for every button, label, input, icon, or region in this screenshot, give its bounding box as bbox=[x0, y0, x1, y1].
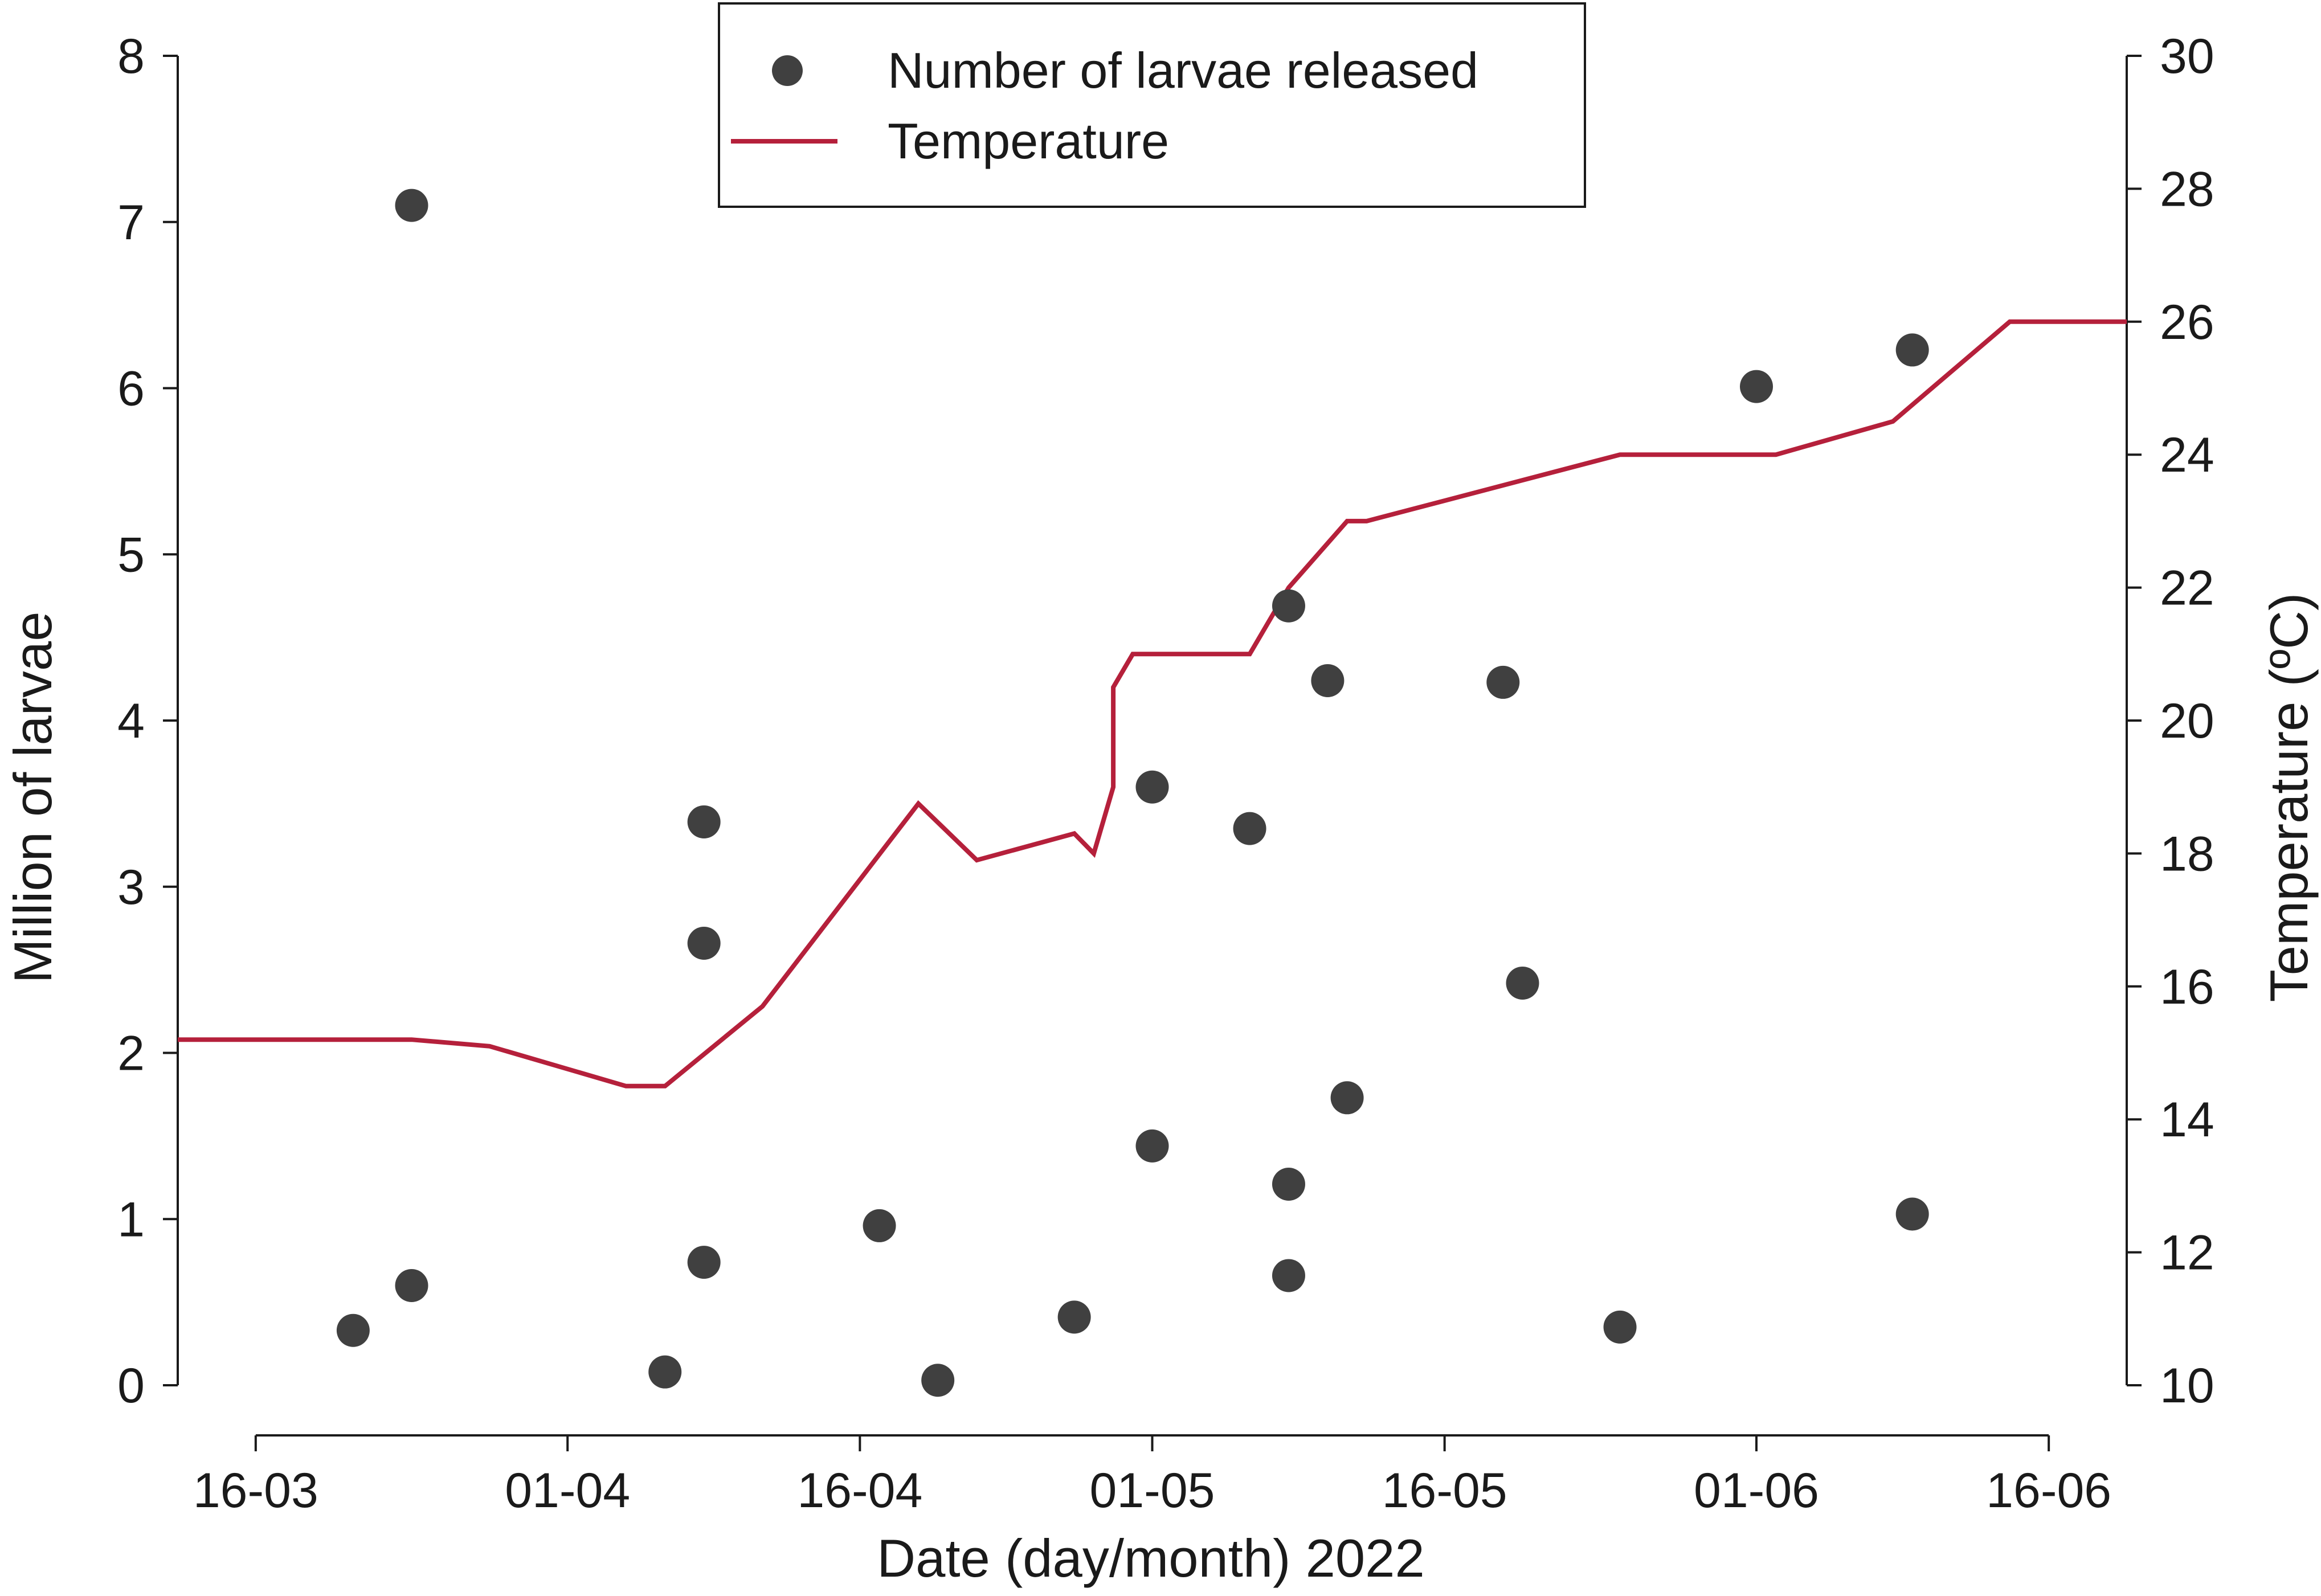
y-tick-label: 7 bbox=[117, 195, 145, 250]
legend-label-larvae: Number of larvae released bbox=[888, 42, 1478, 99]
larvae-point bbox=[1272, 589, 1305, 623]
larvae-point bbox=[1895, 333, 1929, 367]
larvae-point bbox=[1603, 1310, 1637, 1344]
y2-tick-label: 22 bbox=[2160, 561, 2214, 616]
x-tick-label: 01-04 bbox=[505, 1463, 630, 1518]
y2-tick-label: 12 bbox=[2160, 1226, 2214, 1280]
larvae-point bbox=[395, 189, 428, 222]
y2-tick-label: 16 bbox=[2160, 960, 2214, 1014]
x-tick-label: 16-03 bbox=[193, 1463, 318, 1518]
legend-box bbox=[718, 2, 1586, 208]
y2-tick-label: 20 bbox=[2160, 694, 2214, 748]
y2-tick-label: 26 bbox=[2160, 295, 2214, 350]
larvae-point bbox=[863, 1209, 896, 1242]
larvae-point bbox=[1330, 1081, 1364, 1115]
y-tick-label: 0 bbox=[117, 1358, 145, 1413]
larvae-point bbox=[1135, 1129, 1169, 1163]
points-layer bbox=[336, 189, 1929, 1397]
y2-tick-label: 30 bbox=[2160, 29, 2214, 84]
y2-tick-label: 24 bbox=[2160, 428, 2214, 482]
larvae-point bbox=[921, 1364, 955, 1397]
larvae-point bbox=[1272, 1259, 1305, 1292]
y-tick-label: 8 bbox=[117, 29, 145, 84]
larvae-point bbox=[1895, 1197, 1929, 1231]
larvae-point bbox=[687, 1246, 721, 1279]
larvae-point bbox=[1740, 370, 1774, 403]
y2-tick-label: 28 bbox=[2160, 162, 2214, 216]
larvae-point bbox=[1506, 966, 1539, 1000]
x-tick-label: 01-05 bbox=[1090, 1463, 1215, 1518]
temperature-layer bbox=[178, 319, 2127, 1088]
y-tick-label: 6 bbox=[117, 362, 145, 416]
y-tick-label: 2 bbox=[117, 1026, 145, 1081]
y-axis-title: Million of larvae bbox=[3, 611, 63, 983]
y2-tick-label: 14 bbox=[2160, 1092, 2214, 1147]
legend: Number of larvae released Temperature bbox=[718, 2, 1586, 208]
larvae-point bbox=[1233, 812, 1266, 845]
temperature-line bbox=[178, 319, 2127, 1088]
legend-label-temperature: Temperature bbox=[888, 113, 1169, 169]
larvae-point bbox=[648, 1355, 682, 1389]
y2-axis-title: Temperature (ºC) bbox=[2259, 593, 2319, 1002]
x-axis-title: Date (day/month) 2022 bbox=[877, 1528, 1424, 1588]
x-tick-label: 16-04 bbox=[797, 1463, 922, 1518]
y-tick-label: 5 bbox=[117, 527, 145, 582]
legend-marker-larvae bbox=[772, 55, 803, 86]
y-tick-label: 4 bbox=[117, 694, 145, 748]
x-tick-label: 16-06 bbox=[1986, 1463, 2111, 1518]
larvae-point bbox=[336, 1313, 370, 1347]
larvae-point bbox=[395, 1268, 428, 1302]
larvae-point bbox=[1135, 770, 1169, 804]
y-tick-label: 1 bbox=[117, 1192, 145, 1247]
larvae-point bbox=[687, 805, 721, 838]
larvae-point bbox=[1057, 1300, 1091, 1334]
x-tick-label: 16-05 bbox=[1382, 1463, 1507, 1518]
y2-tick-label: 18 bbox=[2160, 826, 2214, 881]
larvae-point bbox=[1272, 1167, 1305, 1201]
larvae-point bbox=[687, 926, 721, 960]
larvae-point bbox=[1486, 665, 1520, 699]
y2-tick-label: 10 bbox=[2160, 1358, 2214, 1413]
larvae-point bbox=[1311, 664, 1345, 697]
y-tick-label: 3 bbox=[117, 860, 145, 915]
x-tick-label: 01-06 bbox=[1694, 1463, 1819, 1518]
